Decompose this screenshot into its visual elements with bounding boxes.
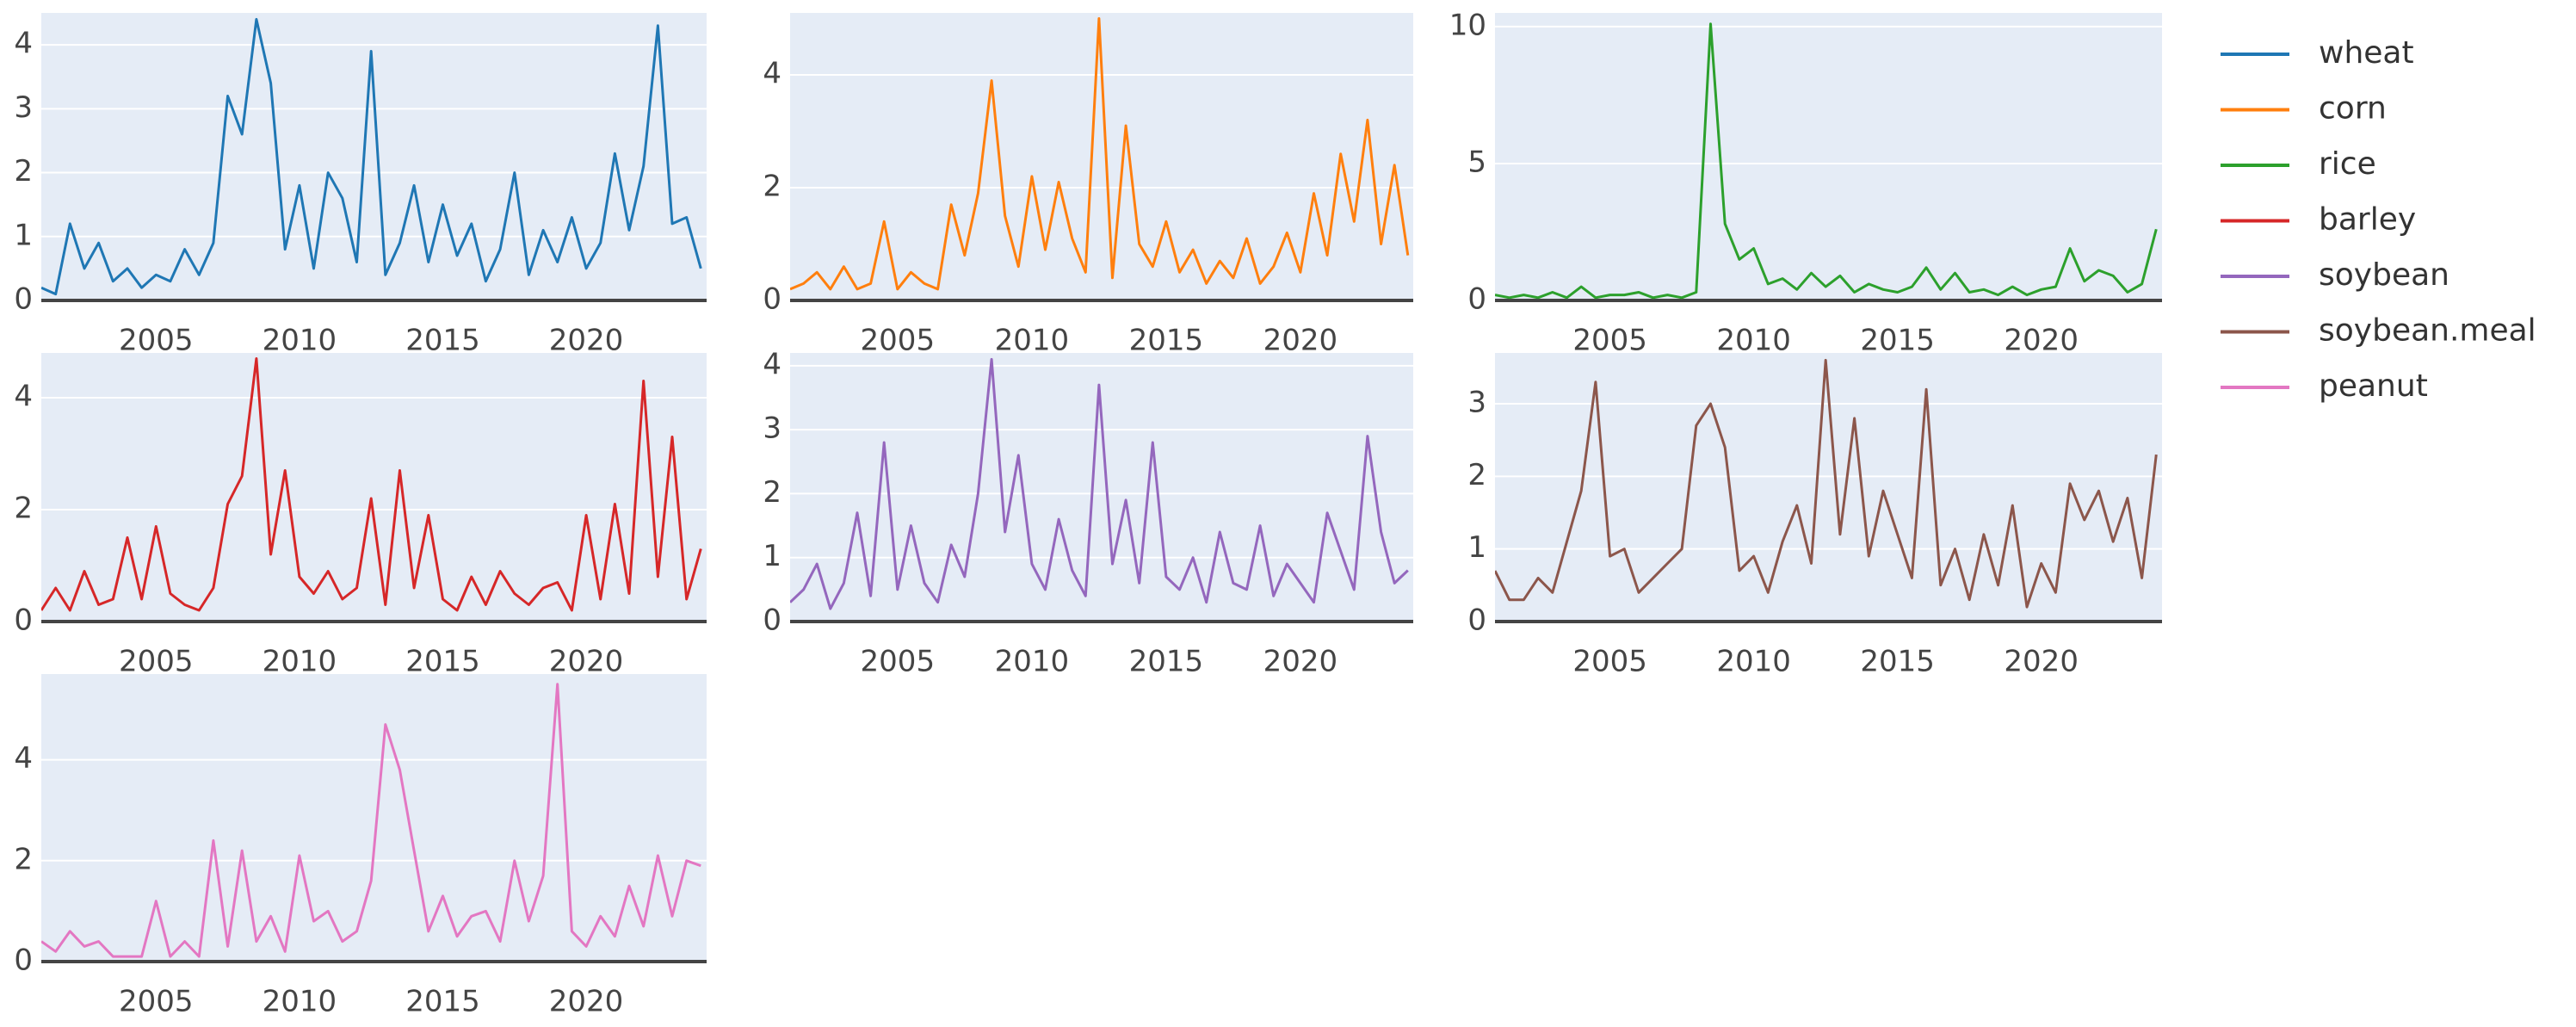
legend-label: soybean: [2319, 257, 2449, 293]
legend-label: rice: [2319, 146, 2376, 182]
plot-background: [41, 13, 707, 300]
x-tick-label: 2005: [119, 645, 194, 679]
plot-background: [41, 674, 707, 962]
y-tick-label: 2: [14, 842, 33, 876]
data-line: [790, 17, 1410, 291]
x-tick-label: 2005: [1572, 645, 1647, 679]
legend-label: peanut: [2319, 368, 2428, 404]
y-tick-label: 0: [14, 282, 33, 317]
x-tick-label: 2005: [119, 985, 194, 1019]
x-tick-label: 2020: [2004, 324, 2079, 358]
y-tick-label: 0: [1467, 603, 1486, 638]
x-tick-label: 2020: [549, 985, 624, 1019]
data-line: [790, 357, 1409, 610]
y-tick-label: 2: [14, 154, 33, 189]
y-tick-label: 5: [1467, 145, 1486, 179]
x-tick-label: 2015: [1860, 324, 1935, 358]
y-tick-label: 4: [763, 57, 781, 91]
plot-background: [41, 353, 707, 622]
x-tick-label: 2015: [405, 645, 480, 679]
x-tick-label: 2010: [263, 645, 337, 679]
legend-label: corn: [2319, 91, 2387, 127]
y-tick-label: 0: [14, 603, 33, 638]
x-tick-label: 2005: [861, 645, 936, 679]
x-tick-label: 2020: [1263, 324, 1338, 358]
y-tick-label: 3: [1467, 386, 1486, 420]
data-line: [41, 683, 701, 958]
y-tick-label: 10: [1449, 8, 1486, 42]
plot-background: [790, 353, 1413, 622]
data-line: [41, 17, 702, 296]
y-tick-label: 4: [14, 741, 33, 776]
x-tick-label: 2020: [549, 645, 624, 679]
x-tick-label: 2010: [1716, 324, 1791, 358]
y-tick-label: 3: [14, 90, 33, 125]
y-tick-label: 3: [763, 411, 781, 446]
y-tick-label: 4: [763, 347, 781, 381]
legend-label: barley: [2319, 202, 2416, 238]
y-tick-label: 2: [1467, 458, 1486, 492]
y-tick-label: 0: [763, 282, 781, 317]
data-line: [1495, 22, 2158, 300]
y-tick-label: 4: [14, 27, 33, 61]
y-tick-label: 1: [763, 539, 781, 573]
x-tick-label: 2015: [1129, 645, 1204, 679]
x-tick-label: 2005: [1572, 324, 1647, 358]
y-tick-label: 0: [14, 943, 33, 978]
x-tick-label: 2015: [405, 324, 480, 358]
x-tick-label: 2015: [1129, 324, 1204, 358]
y-tick-label: 4: [14, 380, 33, 414]
y-tick-label: 0: [763, 603, 781, 638]
data-line: [1495, 358, 2158, 609]
data-line: [41, 357, 702, 612]
y-tick-label: 2: [763, 475, 781, 510]
x-tick-label: 2010: [263, 985, 337, 1019]
x-tick-label: 2005: [119, 324, 194, 358]
y-tick-label: 2: [763, 170, 781, 204]
y-tick-label: 2: [14, 492, 33, 526]
x-tick-label: 2010: [263, 324, 337, 358]
x-tick-label: 2020: [1263, 645, 1338, 679]
x-tick-label: 2010: [1716, 645, 1791, 679]
x-tick-label: 2010: [995, 324, 1070, 358]
y-tick-label: 1: [1467, 530, 1486, 565]
legend-label: soybean.meal: [2319, 313, 2536, 349]
plot-background: [1495, 13, 2162, 300]
legend-label: wheat: [2319, 35, 2414, 71]
x-tick-label: 2005: [861, 324, 936, 358]
y-tick-label: 1: [14, 218, 33, 252]
x-tick-label: 2015: [1860, 645, 1935, 679]
y-tick-label: 0: [1467, 282, 1486, 317]
x-tick-label: 2015: [405, 985, 480, 1019]
x-tick-label: 2020: [2004, 645, 2079, 679]
x-tick-label: 2010: [995, 645, 1070, 679]
x-tick-label: 2020: [549, 324, 624, 358]
